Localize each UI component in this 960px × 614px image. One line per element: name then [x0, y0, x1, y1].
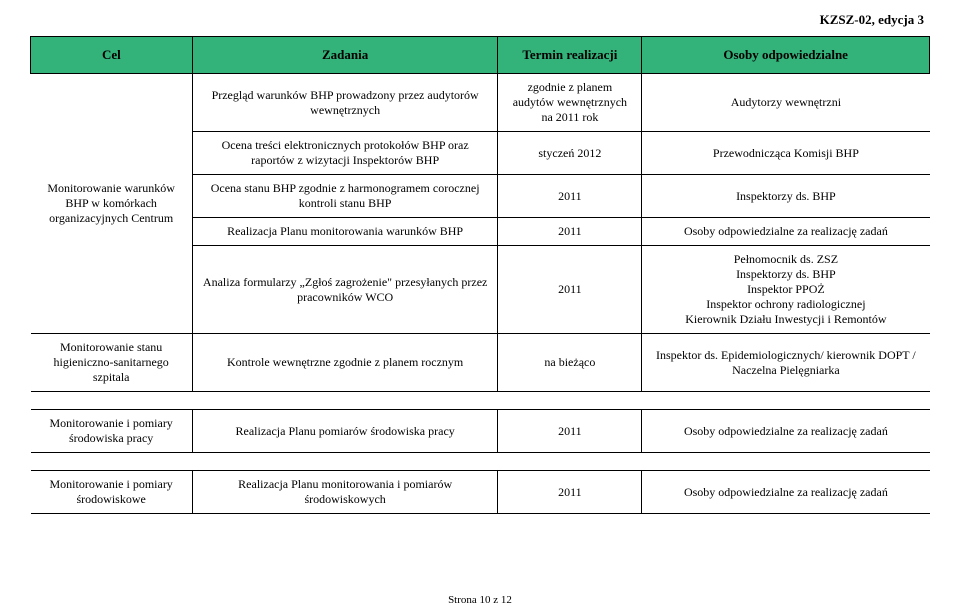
- cell-termin: 2011: [498, 246, 642, 334]
- cell-termin: na bieżąco: [498, 334, 642, 392]
- table-row: Monitorowanie warunków BHP w komórkach o…: [31, 74, 930, 132]
- cell-osoby: Osoby odpowiedzialne za realizację zadań: [642, 410, 930, 453]
- cell-termin: 2011: [498, 218, 642, 246]
- spacer-row: [31, 392, 930, 410]
- table-row: Monitorowanie i pomiary środowiska pracy…: [31, 410, 930, 453]
- cell-osoby: Audytorzy wewnętrzni: [642, 74, 930, 132]
- cell-zadania: Ocena stanu BHP zgodnie z harmonogramem …: [192, 175, 498, 218]
- table-row: Monitorowanie stanu higieniczno-sanitarn…: [31, 334, 930, 392]
- col-header-cel: Cel: [31, 37, 193, 74]
- cell-zadania: Przegląd warunków BHP prowadzony przez a…: [192, 74, 498, 132]
- cell-zadania: Realizacja Planu pomiarów środowiska pra…: [192, 410, 498, 453]
- cell-osoby: Inspektorzy ds. BHP: [642, 175, 930, 218]
- cell-osoby: Przewodnicząca Komisji BHP: [642, 132, 930, 175]
- header-row: Cel Zadania Termin realizacji Osoby odpo…: [31, 37, 930, 74]
- cell-termin: styczeń 2012: [498, 132, 642, 175]
- main-table: Cel Zadania Termin realizacji Osoby odpo…: [30, 36, 930, 514]
- cell-termin: 2011: [498, 175, 642, 218]
- document-header: KZSZ-02, edycja 3: [30, 12, 930, 28]
- table-head: Cel Zadania Termin realizacji Osoby odpo…: [31, 37, 930, 74]
- cell-osoby: Osoby odpowiedzialne za realizację zadań: [642, 218, 930, 246]
- col-header-termin: Termin realizacji: [498, 37, 642, 74]
- cell-osoby: Osoby odpowiedzialne za realizację zadań: [642, 471, 930, 514]
- table-row: Monitorowanie i pomiary środowiskowe Rea…: [31, 471, 930, 514]
- page-footer: Strona 10 z 12: [0, 594, 960, 606]
- spacer-row: [31, 453, 930, 471]
- cell-cel: Monitorowanie i pomiary środowiska pracy: [31, 410, 193, 453]
- cell-zadania: Kontrole wewnętrzne zgodnie z planem roc…: [192, 334, 498, 392]
- cell-osoby: Inspektor ds. Epidemiologicznych/ kierow…: [642, 334, 930, 392]
- cell-zadania: Realizacja Planu monitorowania warunków …: [192, 218, 498, 246]
- cell-termin: 2011: [498, 410, 642, 453]
- col-header-zadania: Zadania: [192, 37, 498, 74]
- cell-termin: zgodnie z planem audytów wewnętrznych na…: [498, 74, 642, 132]
- cell-zadania: Analiza formularzy „Zgłoś zagrożenie" pr…: [192, 246, 498, 334]
- col-header-osoby: Osoby odpowiedzialne: [642, 37, 930, 74]
- cell-termin: 2011: [498, 471, 642, 514]
- cell-zadania: Realizacja Planu monitorowania i pomiaró…: [192, 471, 498, 514]
- cell-cel: Monitorowanie stanu higieniczno-sanitarn…: [31, 334, 193, 392]
- cell-osoby: Pełnomocnik ds. ZSZ Inspektorzy ds. BHP …: [642, 246, 930, 334]
- cell-cel: Monitorowanie warunków BHP w komórkach o…: [31, 74, 193, 334]
- cell-zadania: Ocena treści elektronicznych protokołów …: [192, 132, 498, 175]
- cell-cel: Monitorowanie i pomiary środowiskowe: [31, 471, 193, 514]
